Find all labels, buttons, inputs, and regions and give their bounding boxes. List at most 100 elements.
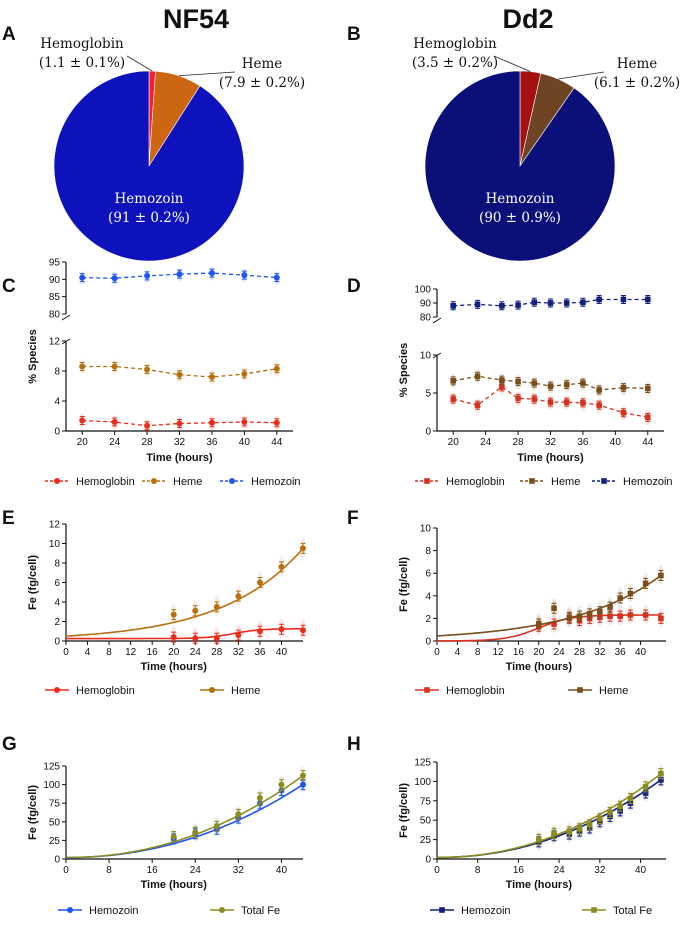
replicate-point: [596, 383, 602, 388]
legend-label-e: Hemoglobin: [76, 685, 135, 697]
data-point: [79, 274, 86, 281]
panel-label-h: H: [347, 734, 361, 755]
y-tick-label-f: 6: [425, 569, 431, 580]
fit-curve: [66, 775, 304, 859]
data-point: [170, 634, 177, 641]
data-point: [642, 790, 649, 796]
x-tick-label-f: 0: [434, 647, 440, 658]
replicate-point: [300, 779, 306, 784]
y-axis-title-g: Fe (fg/cell): [27, 785, 39, 840]
x-tick-label-f: 28: [574, 647, 586, 658]
y-tick-label-c: 12: [49, 337, 61, 348]
x-tick-label-f: 4: [455, 647, 461, 658]
panel-label-c: C: [2, 276, 16, 297]
replicate-point: [643, 619, 648, 624]
x-tick-label-e: 32: [233, 647, 245, 658]
replicate-point: [300, 537, 306, 543]
replicate-point: [564, 395, 569, 400]
legend-marker-f: [424, 687, 430, 693]
replicate-point: [618, 797, 623, 802]
pie-slice-hemozoin: [53, 70, 245, 262]
legend-label-d: Heme: [551, 476, 580, 488]
pie-label-heme: Heme: [617, 56, 658, 72]
data-point: [597, 815, 603, 822]
data-point: [658, 615, 664, 622]
legend-label-g: Total Fe: [241, 905, 280, 917]
data-point: [144, 366, 151, 373]
data-point: [515, 378, 521, 385]
chart-d: 80 90 100 0 5 10 20 24 28 32 36 40 44 Time (hours) % S…: [398, 285, 664, 464]
x-tick-label-g: 8: [106, 865, 112, 876]
pie-value-hemoglobin: (1.1 ± 0.1%): [39, 55, 125, 71]
data-point: [617, 803, 623, 810]
data-point: [515, 395, 521, 402]
data-point: [551, 605, 557, 612]
pie-label-hemoglobin: Hemoglobin: [40, 36, 124, 52]
replicate-point: [587, 622, 592, 628]
fit-curve: [65, 547, 304, 637]
y-tick-label-g: 100: [43, 780, 60, 791]
replicate-point: [451, 392, 456, 397]
y-tick-label-c: 85: [49, 292, 61, 303]
y-tick-label-g: 125: [43, 762, 60, 773]
replicate-point: [607, 596, 613, 602]
legend-label-e: Heme: [231, 685, 260, 697]
replicate-point: [532, 376, 537, 381]
replicate-point: [236, 805, 241, 810]
data-point: [597, 608, 603, 615]
y-tick-label-e: 8: [54, 559, 60, 570]
x-tick-label-f: 8: [475, 647, 481, 658]
legend-marker-g: [67, 907, 73, 913]
replicate-point: [607, 611, 613, 617]
replicate-point: [257, 636, 263, 641]
x-tick-label-c: 36: [206, 437, 218, 448]
x-tick-label-e: 16: [147, 647, 159, 658]
data-point: [576, 825, 583, 832]
y-tick-label-c: 80: [49, 310, 61, 321]
replicate-point: [499, 373, 505, 378]
panel-label-a: A: [2, 24, 16, 45]
replicate-point: [475, 369, 480, 374]
data-point: [566, 829, 573, 835]
data-point: [474, 301, 481, 308]
replicate-point: [597, 616, 603, 621]
data-point: [176, 371, 183, 378]
data-point: [213, 603, 220, 610]
replicate-point: [577, 819, 582, 824]
replicate-point: [577, 625, 582, 630]
y-tick-label-e: 10: [49, 539, 61, 550]
replicate-point: [658, 764, 664, 769]
replicate-point: [515, 374, 521, 380]
y-tick-label-d: 5: [425, 389, 431, 400]
replicate-point: [536, 830, 541, 835]
replicate-point: [300, 619, 306, 625]
replicate-point: [279, 571, 284, 577]
replicate-point: [658, 580, 664, 585]
data-point: [208, 270, 215, 277]
data-point: [170, 611, 177, 618]
fit-curve: [437, 614, 661, 642]
data-point: [111, 275, 118, 282]
replicate-point: [300, 553, 306, 558]
data-point: [170, 833, 177, 840]
data-point: [213, 635, 220, 642]
replicate-point: [645, 381, 650, 387]
data-point: [192, 829, 199, 836]
replicate-point: [257, 789, 263, 794]
data-point: [580, 400, 586, 406]
y-axis-title-h: Fe (fg/cell): [398, 783, 410, 838]
data-point: [547, 300, 554, 306]
data-point: [607, 604, 613, 610]
y-tick-label-d: 90: [420, 299, 432, 310]
x-tick-label-e: 40: [276, 647, 288, 658]
y-tick-label-h: 50: [420, 816, 432, 827]
replicate-point: [475, 398, 480, 403]
legend-marker-d: [601, 478, 607, 484]
series-heme-e: [65, 537, 306, 637]
data-point: [531, 380, 538, 386]
x-tick-label-c: 28: [142, 437, 154, 448]
data-point: [256, 794, 263, 801]
replicate-point: [300, 766, 306, 772]
y-tick-label-d: 100: [414, 285, 431, 296]
replicate-point: [551, 824, 557, 829]
